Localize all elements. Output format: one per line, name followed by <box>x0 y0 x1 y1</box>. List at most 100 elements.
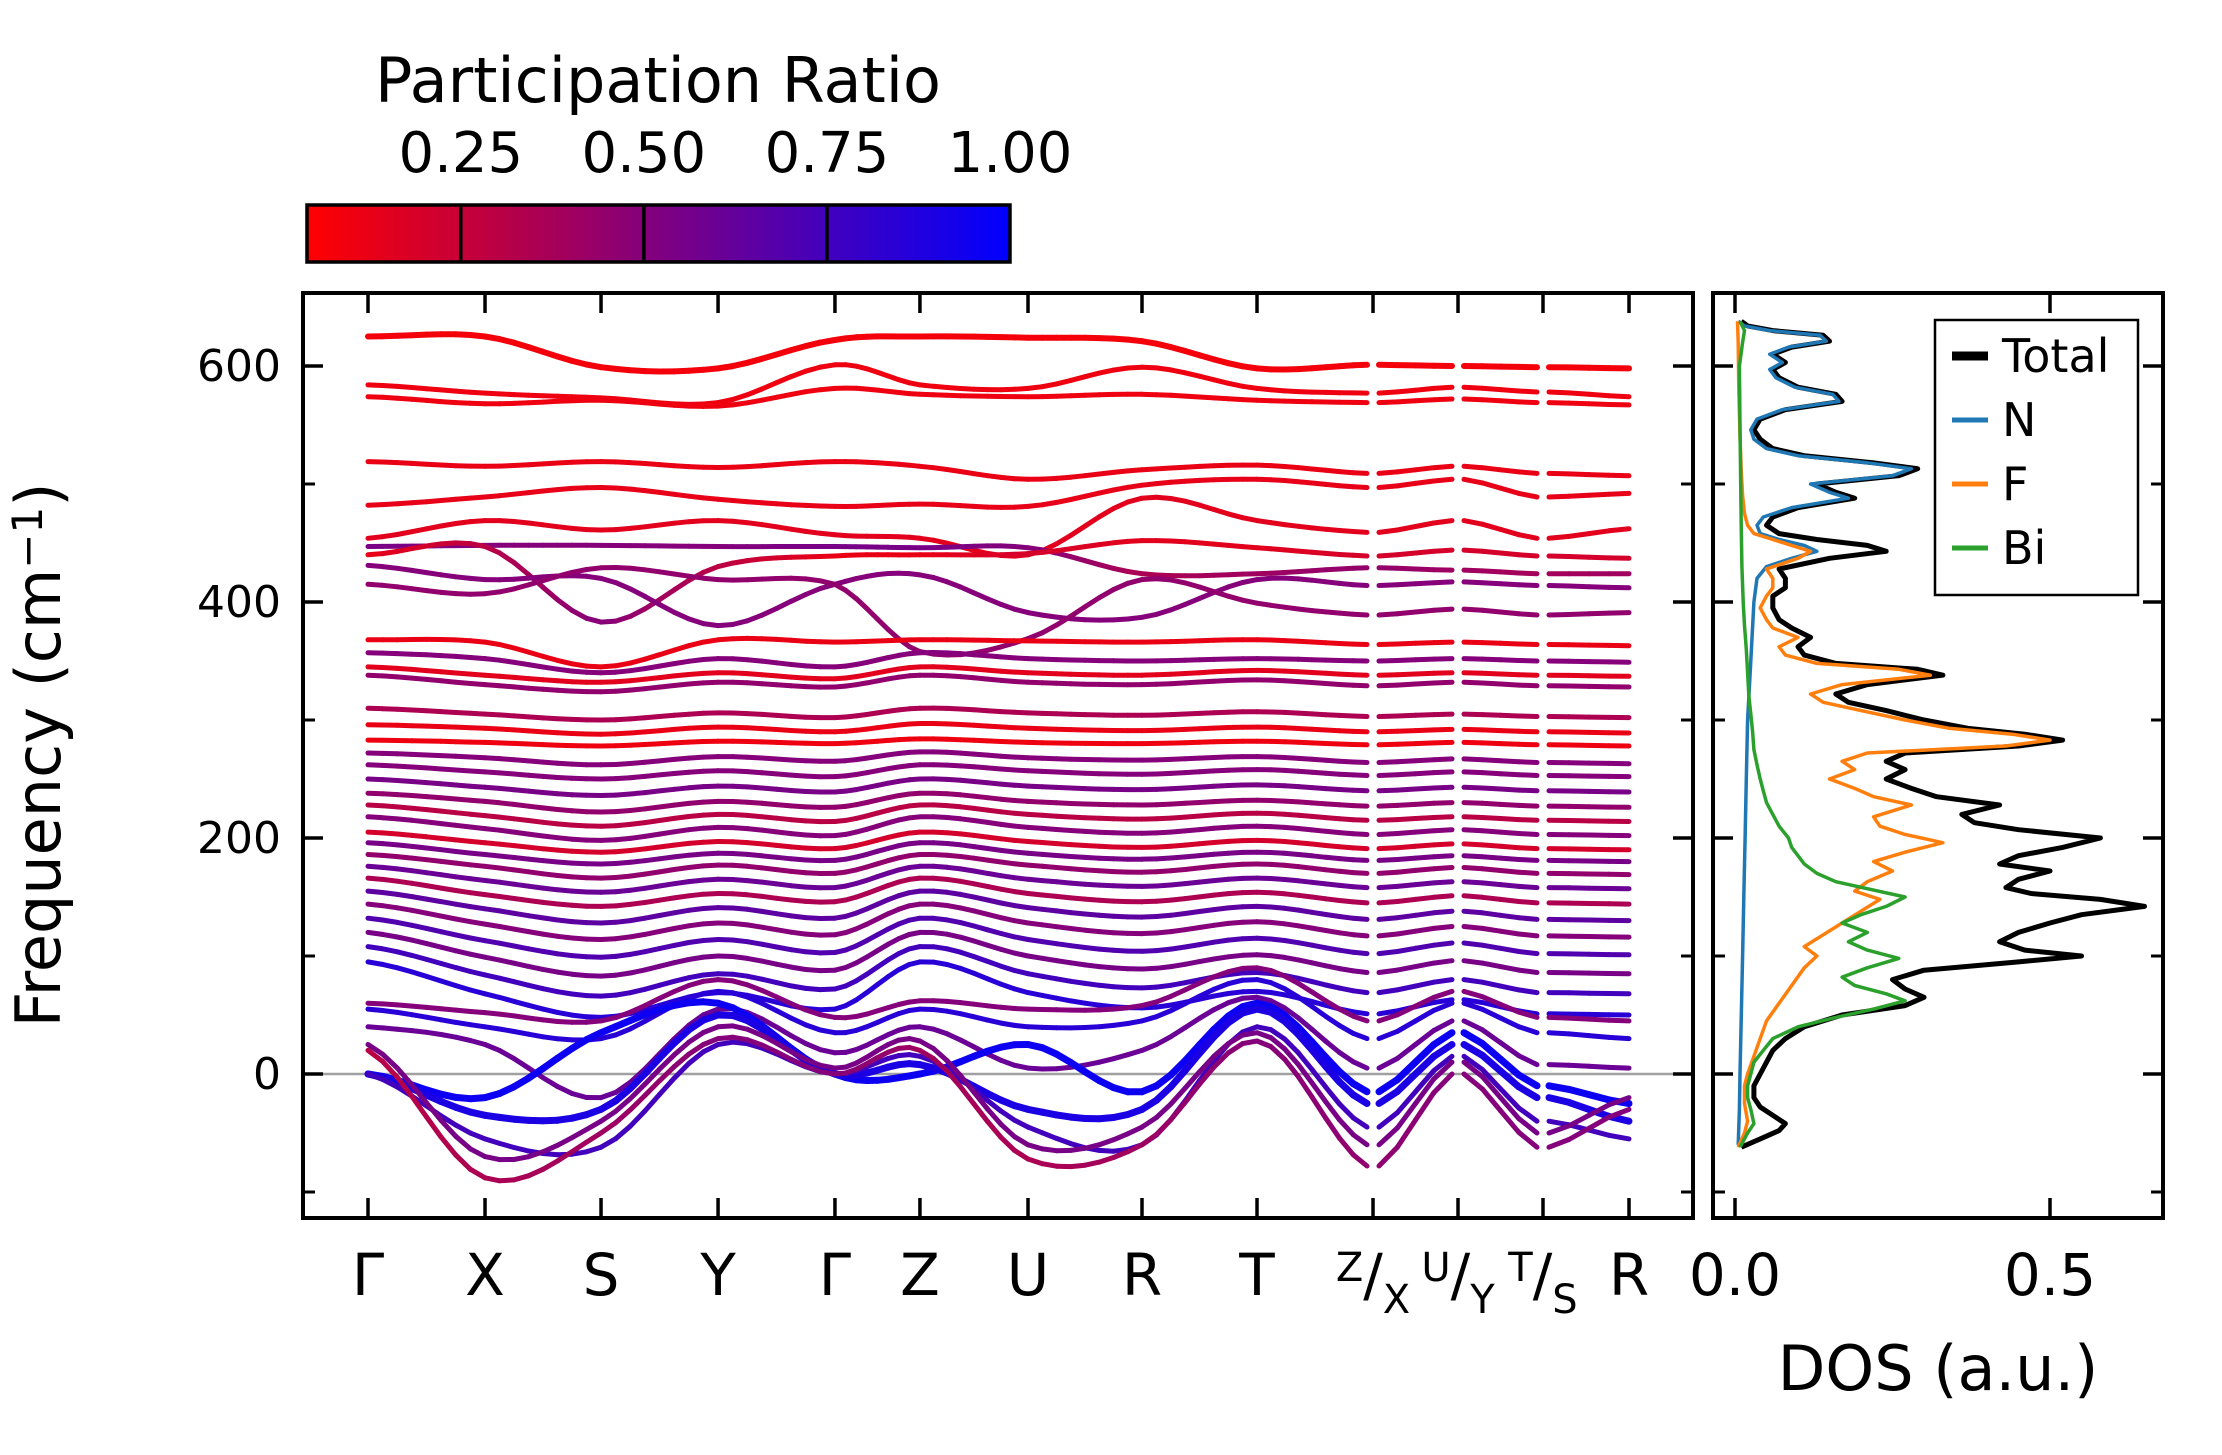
band-curve-segment <box>467 1130 488 1142</box>
band-curve-segment <box>1461 977 1485 985</box>
band-curve-segment <box>497 994 517 1004</box>
band-curve-segment <box>1479 910 1503 918</box>
band-curve-segment <box>1323 998 1342 1012</box>
band-curve-segment <box>1394 467 1418 475</box>
band-curve-segment <box>1350 949 1370 957</box>
band-curve-segment <box>1394 882 1418 889</box>
band-curve-segment <box>1350 713 1370 719</box>
band-curve-segment <box>1516 817 1540 823</box>
band-curve-segment <box>1498 569 1522 576</box>
band-curve-segment <box>1350 470 1370 476</box>
band-curve-segment <box>1546 612 1572 618</box>
band-curve-segment <box>1412 1053 1438 1078</box>
band-curve-segment <box>1516 611 1540 618</box>
band-curve-segment <box>1412 1041 1438 1066</box>
band-curve-segment <box>1498 816 1522 823</box>
band-curve-segment <box>1586 554 1612 561</box>
band-curve-segment <box>1586 584 1612 590</box>
band-curve-segment <box>1498 829 1522 836</box>
band-curve-segment <box>1394 657 1418 663</box>
band-curve-segment <box>1394 1003 1418 1018</box>
band-curve-segment <box>1461 769 1485 776</box>
band-curve-segment <box>467 987 488 997</box>
band-curve-segment <box>627 586 648 599</box>
band-curve-segment <box>1479 397 1503 404</box>
band-curve-segment <box>788 1056 809 1069</box>
band-curve-segment <box>1516 1009 1540 1020</box>
band-curve-segment <box>613 1026 633 1038</box>
band-curve-segment <box>1413 854 1437 861</box>
band-curve-segment <box>1309 989 1329 1004</box>
y-tick-label: 0 <box>253 1049 281 1100</box>
band-curve-segment <box>1054 613 1074 628</box>
band-curve-segment <box>759 987 779 1000</box>
y-tick-label: 600 <box>197 341 281 392</box>
band-curve-segment <box>1376 883 1400 891</box>
band-curve-segment <box>365 1071 386 1082</box>
band-curve-segment <box>409 937 429 947</box>
legend-label-n: N <box>2002 393 2036 447</box>
band-curve-segment <box>1498 843 1522 851</box>
band-curve-segment <box>1350 831 1370 837</box>
band-curves-area <box>303 331 1693 1184</box>
band-curve-segment <box>1376 483 1400 490</box>
band-curve-segment <box>1394 758 1418 765</box>
band-curve-segment <box>511 645 531 655</box>
band-curve-segment <box>1393 1070 1419 1095</box>
band-curve-segment <box>1431 518 1455 526</box>
colorbar-tick-label: 0.75 <box>765 121 890 186</box>
band-curve-segment <box>744 1037 765 1048</box>
band-curve-segment <box>598 1089 619 1101</box>
band-curve-segment <box>1168 1001 1188 1014</box>
band-curve-segment <box>700 1042 721 1055</box>
band-curve-segment <box>1394 681 1418 688</box>
band-curve-segment <box>759 996 779 1005</box>
band-curve-segment <box>774 374 794 386</box>
band-curve-segment <box>1309 1080 1329 1105</box>
band-curve-segment <box>985 1106 1004 1127</box>
band-curve-segment <box>467 1146 488 1160</box>
band-curve-segment <box>1498 758 1522 765</box>
band-curve-segment <box>657 942 677 952</box>
band-curve-segment <box>1498 671 1522 678</box>
band-curve-segment <box>1268 998 1287 1011</box>
band-curve-segment <box>1376 658 1400 664</box>
band-curve-segment <box>1461 997 1485 1005</box>
band-curve-segment <box>1566 390 1592 397</box>
band-curve-segment <box>759 1000 779 1014</box>
band-curve-segment <box>1413 894 1437 902</box>
band-curve-segment <box>1413 757 1437 764</box>
band-curve-segment <box>1516 570 1540 577</box>
band-curve-segment <box>700 1024 721 1035</box>
band-curve-segment <box>1498 801 1522 808</box>
band-curve-segment <box>657 989 677 1001</box>
band-curve-segment <box>1394 945 1418 954</box>
band-curve-segment <box>1376 772 1400 778</box>
band-curve-segment <box>409 1093 429 1120</box>
dos-curve-n <box>1736 319 1914 1145</box>
band-curve-segment <box>584 1144 604 1155</box>
band-curve-segment <box>1586 1102 1612 1118</box>
band-curve-segment <box>1376 759 1400 765</box>
band-curve-segment <box>1394 829 1418 836</box>
band-curve-segment <box>1461 924 1485 931</box>
band-curve-segment <box>1197 1064 1217 1087</box>
band-curve-segment <box>467 1038 488 1047</box>
band-curve-segment <box>627 656 648 666</box>
band-curve-segment <box>1211 589 1231 599</box>
band-curve-segment <box>686 1042 706 1057</box>
band-curve-segment <box>1376 611 1400 618</box>
band-curve-segment <box>1337 1023 1356 1036</box>
band-curve-segment <box>613 1123 633 1142</box>
band-curve-segment <box>686 1012 706 1028</box>
band-curve-segment <box>1350 899 1370 906</box>
band-curve-segment <box>627 1108 648 1129</box>
band-curve-segment <box>1240 1024 1260 1035</box>
band-curve-segment <box>1168 1025 1188 1040</box>
band-curve-segment <box>1461 606 1485 613</box>
band-curve-segment <box>1461 940 1485 948</box>
colorbar: Participation Ratio 0.25 0.50 0.75 1.00 <box>305 44 1072 264</box>
band-curve-segment <box>438 978 459 989</box>
band-curve-segment <box>1498 728 1522 734</box>
